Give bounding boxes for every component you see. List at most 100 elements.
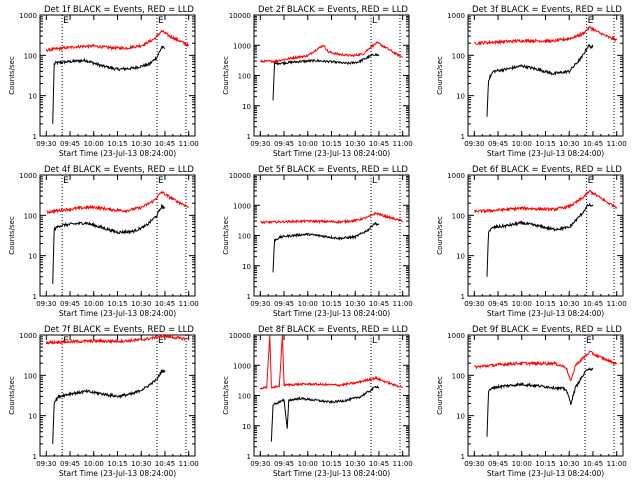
y-tick-label: 1 (461, 453, 465, 461)
y-tick-label: 1000 (447, 332, 465, 340)
x-tick-label: 10:30 (131, 140, 151, 148)
y-tick-label: 1000 (233, 202, 251, 210)
x-axis-label: Start Time (23-Jul-13 08:24:00) (273, 309, 390, 318)
chart-title: Det 5f BLACK = Events, RED = LLD (258, 165, 408, 175)
plot-frame (467, 334, 624, 457)
lld-series-line (260, 211, 404, 225)
x-tick-label: 10:00 (512, 300, 532, 308)
events-series-line (52, 45, 165, 124)
y-axis-label: Counts/sec (222, 216, 230, 255)
x-tick-label: 09:30 (36, 300, 56, 308)
x-tick-label: 10:15 (107, 460, 127, 468)
x-axis-label: Start Time (23-Jul-13 08:24:00) (487, 469, 604, 478)
event-marker-label: E (586, 336, 592, 346)
y-axis-label: Counts/sec (8, 56, 16, 95)
chart-panel-1: Det 1f BLACK = Events, RED = LLD 1 10 100 10… (8, 5, 199, 158)
lld-series-line (473, 189, 618, 214)
x-tick-label: 11:00 (393, 300, 413, 308)
x-tick-label: 10:30 (345, 140, 365, 148)
events-series-line (486, 367, 594, 437)
event-marker-label: E (158, 16, 164, 26)
x-tick-label: 10:00 (84, 300, 104, 308)
event-marker-label: L (372, 176, 377, 186)
chart-panel-2: Det 2f BLACK = Events, RED = LLD 1 10 100 10… (222, 5, 413, 158)
y-tick-label: 10 (28, 253, 37, 261)
x-tick-label: 10:30 (131, 300, 151, 308)
y-tick-label: 10 (242, 423, 251, 431)
lld-series-line (45, 29, 189, 53)
x-tick-label: 11:00 (179, 460, 199, 468)
y-tick-label: 100 (24, 372, 37, 380)
event-marker-label: L (372, 16, 377, 26)
y-tick-label: 10000 (229, 172, 251, 180)
x-tick-label: 09:45 (274, 300, 294, 308)
y-tick-label: 100 (24, 212, 37, 220)
plot-frame (253, 14, 410, 137)
plot-frame (39, 174, 196, 297)
events-series-line (486, 43, 594, 117)
x-tick-label: 10:30 (559, 300, 579, 308)
y-tick-label: 1 (33, 453, 37, 461)
x-tick-label: 10:45 (583, 140, 603, 148)
y-tick-label: 1 (247, 133, 251, 141)
x-tick-label: 10:45 (369, 300, 389, 308)
event-marker-label: E (63, 176, 69, 186)
y-axis-label: Counts/sec (436, 56, 444, 95)
y-tick-label: 10000 (229, 332, 251, 340)
y-tick-label: 1000 (447, 172, 465, 180)
y-tick-label: 1 (247, 453, 251, 461)
x-tick-label: 10:30 (131, 460, 151, 468)
x-tick-label: 09:45 (60, 140, 80, 148)
x-tick-label: 10:15 (321, 460, 341, 468)
y-tick-label: 1000 (233, 362, 251, 370)
chart-title: Det 8f BLACK = Events, RED = LLD (258, 325, 408, 335)
y-tick-label: 1000 (233, 42, 251, 50)
x-axis-label: Start Time (23-Jul-13 08:24:00) (273, 469, 390, 478)
chart-panel-5: Det 5f BLACK = Events, RED = LLD 1 10 100 10… (222, 165, 413, 318)
chart-title: Det 7f BLACK = Events, RED = LLD (44, 325, 194, 335)
x-tick-label: 10:45 (583, 460, 603, 468)
events-series-line (486, 202, 594, 277)
y-axis-label: Counts/sec (8, 376, 16, 415)
x-tick-label: 10:30 (345, 300, 365, 308)
y-tick-label: 10 (242, 263, 251, 271)
events-series-line (272, 52, 380, 101)
x-tick-label: 10:15 (535, 300, 555, 308)
y-tick-label: 1 (461, 293, 465, 301)
x-tick-label: 10:45 (155, 140, 175, 148)
x-tick-label: 10:15 (535, 460, 555, 468)
events-series-line (52, 203, 166, 284)
x-tick-label: 11:00 (179, 140, 199, 148)
x-tick-label: 10:00 (512, 460, 532, 468)
y-tick-label: 100 (238, 73, 251, 81)
x-tick-label: 10:15 (321, 300, 341, 308)
y-tick-label: 1 (33, 133, 37, 141)
chart-title: Det 6f BLACK = Events, RED = LLD (472, 165, 622, 175)
plot-frame (253, 334, 410, 457)
y-tick-label: 1000 (19, 12, 37, 20)
x-tick-label: 10:00 (298, 460, 318, 468)
event-marker-label: L (372, 336, 377, 346)
y-tick-label: 10000 (229, 12, 251, 20)
x-tick-label: 11:00 (607, 140, 627, 148)
event-marker-label: E (63, 16, 69, 26)
y-tick-label: 1000 (19, 332, 37, 340)
y-tick-label: 1 (247, 293, 251, 301)
events-series-line (270, 385, 380, 442)
lld-series-line (259, 334, 403, 390)
chart-panel-4: Det 4f BLACK = Events, RED = LLD 1 10 100 10… (8, 165, 199, 318)
lld-series-line (473, 25, 618, 46)
plot-frame (39, 14, 196, 137)
x-axis-label: Start Time (23-Jul-13 08:24:00) (59, 149, 176, 158)
x-tick-label: 10:00 (298, 300, 318, 308)
x-tick-label: 09:45 (274, 140, 294, 148)
chart-panel-7: Det 7f BLACK = Events, RED = LLD 1 10 100 10… (8, 325, 199, 478)
event-marker-label: E (158, 176, 164, 186)
x-tick-label: 09:30 (250, 140, 270, 148)
chart-panel-6: Det 6f BLACK = Events, RED = LLD 1 10 100 10… (436, 165, 627, 318)
chart-title: Det 9f BLACK = Events, RED = LLD (472, 325, 622, 335)
chart-panel-8: Det 8f BLACK = Events, RED = LLD 1 10 100 10… (222, 325, 413, 478)
x-tick-label: 11:00 (607, 460, 627, 468)
chart-title: Det 1f BLACK = Events, RED = LLD (44, 5, 194, 15)
